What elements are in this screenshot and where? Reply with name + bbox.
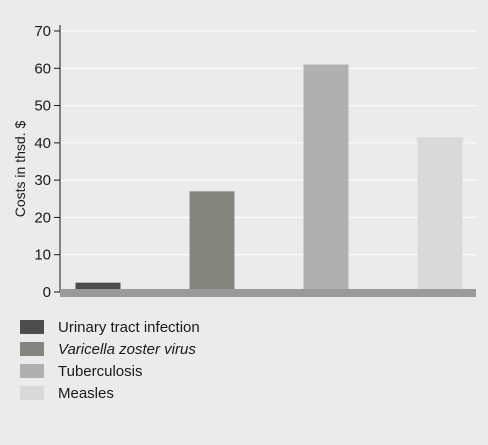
legend-swatch xyxy=(20,364,44,378)
legend-label: Urinary tract infection xyxy=(58,318,200,336)
legend-label: Varicella zoster virus xyxy=(58,340,196,358)
legend-item: Tuberculosis xyxy=(20,360,200,382)
bar-3 xyxy=(303,64,349,292)
y-tick-label: 30 xyxy=(34,172,51,189)
legend-swatch xyxy=(20,342,44,356)
y-tick-label: 40 xyxy=(34,135,51,152)
chart-legend: Urinary tract infection Varicella zoster … xyxy=(20,316,200,404)
legend-item: Varicella zoster virus xyxy=(20,338,200,360)
y-tick-label: 50 xyxy=(34,98,51,115)
legend-item: Urinary tract infection xyxy=(20,316,200,338)
bar-4 xyxy=(417,137,463,292)
bar-2 xyxy=(189,191,235,292)
bar-1 xyxy=(75,282,121,292)
legend-swatch xyxy=(20,320,44,334)
legend-item: Measles xyxy=(20,382,200,404)
y-axis-label: Costs in thsd. $ xyxy=(12,121,28,218)
y-tick-label: 70 xyxy=(34,23,51,40)
y-tick-label: 10 xyxy=(34,247,51,264)
y-tick-label: 60 xyxy=(34,60,51,77)
x-axis-baseline xyxy=(60,289,476,297)
y-tick-label: 20 xyxy=(34,209,51,226)
y-tick-label: 0 xyxy=(43,284,51,301)
legend-label: Measles xyxy=(58,384,114,402)
legend-swatch xyxy=(20,386,44,400)
legend-label: Tuberculosis xyxy=(58,362,143,380)
